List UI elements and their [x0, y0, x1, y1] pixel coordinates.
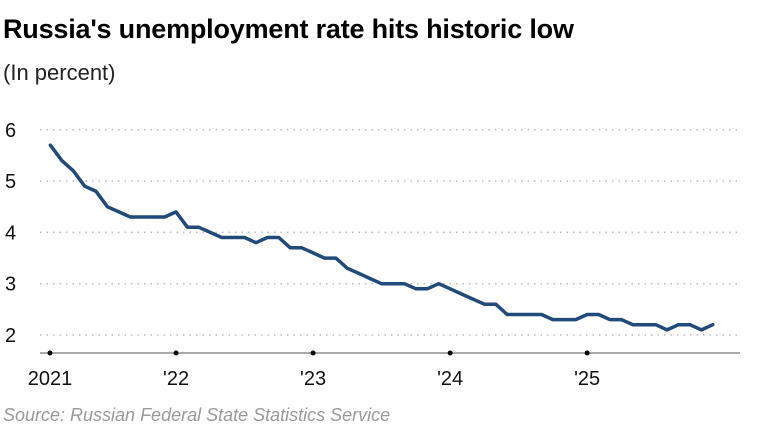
x-tick-mark — [310, 350, 316, 356]
chart-title: Russia's unemployment rate hits historic… — [3, 14, 574, 44]
x-tick-label: '23 — [300, 368, 326, 390]
x-tick-mark — [173, 350, 179, 356]
x-tick-label: '25 — [574, 368, 600, 390]
chart-subtitle: (In percent) — [3, 60, 116, 85]
x-tick-mark — [584, 350, 590, 356]
y-tick-label: 2 — [5, 325, 16, 347]
y-tick-label: 5 — [5, 171, 16, 193]
y-tick-label: 3 — [5, 274, 16, 296]
x-tick-label: 2021 — [28, 368, 73, 390]
x-tick-mark — [447, 350, 453, 356]
source-note: Source: Russian Federal State Statistics… — [3, 405, 391, 425]
y-tick-label: 4 — [5, 222, 16, 244]
x-tick-label: '24 — [437, 368, 463, 390]
series-line — [48, 143, 715, 332]
x-tick-label: '22 — [163, 368, 189, 390]
x-tick-mark — [47, 350, 53, 356]
y-tick-label: 6 — [5, 120, 16, 142]
